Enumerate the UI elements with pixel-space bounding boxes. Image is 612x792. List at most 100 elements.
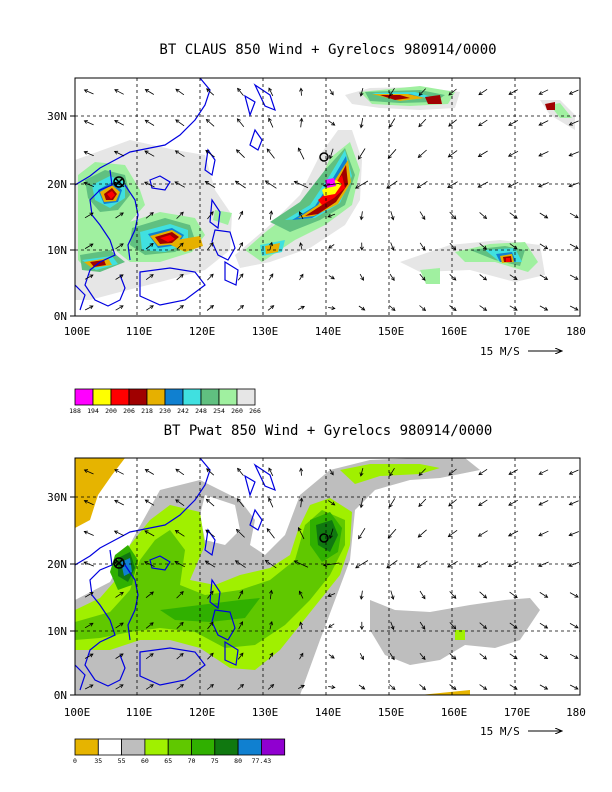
wind-vector-head (507, 183, 513, 188)
wind-vector-arrow (389, 498, 396, 508)
wind-vector-head (330, 654, 335, 659)
wind-vector-arrow (115, 591, 124, 598)
wind-vector-head (119, 274, 124, 279)
wind-vector-head (482, 686, 488, 690)
wind-vector-head (482, 655, 488, 660)
wind-vector-arrow (448, 150, 458, 158)
wind-vector-head (89, 243, 94, 248)
wind-vector-head (266, 148, 271, 153)
wind-vector-head (568, 152, 573, 157)
wind-vector-head (174, 150, 180, 155)
wind-vector-arrow (84, 243, 94, 249)
wind-vector-head (299, 652, 304, 657)
wind-vector-arrow (390, 621, 394, 630)
x-tick-label: 180 (566, 706, 586, 719)
wind-vector-arrow (509, 305, 518, 311)
x-tick-label: 100E (64, 325, 91, 338)
y-tick-label: 30N (47, 491, 67, 504)
wind-vector-head (390, 595, 395, 600)
wind-vector-head (237, 467, 242, 472)
wind-vector-head (89, 592, 94, 596)
wind-vector-head (83, 181, 88, 186)
wind-vector-head (358, 155, 362, 160)
wind-vector-arrow (144, 181, 155, 188)
wind-vector-arrow (176, 305, 184, 311)
wind-vector-arrow (539, 305, 548, 311)
wind-vector-arrow (329, 88, 334, 96)
wind-vector-arrow (114, 89, 124, 95)
wind-vector-arrow (569, 684, 579, 690)
wind-vector-head (452, 594, 457, 599)
x-tick-label: 110E (126, 325, 153, 338)
gyre-location-marker (113, 557, 125, 569)
wind-vector-head (574, 245, 579, 249)
wind-vector-arrow (237, 652, 244, 660)
wind-vector-head (331, 501, 336, 506)
wind-vector-arrow (508, 530, 519, 537)
wind-vector-arrow (237, 684, 244, 690)
wind-vector-arrow (355, 560, 369, 569)
wind-vector-head (482, 245, 488, 250)
wind-vector-head (83, 89, 89, 94)
wind-vector-arrow (144, 561, 155, 567)
wind-vector-arrow (84, 684, 94, 690)
wind-vector-arrow (298, 685, 305, 689)
wind-vector-head (574, 214, 579, 219)
colorbar-swatch (144, 738, 169, 756)
wind-vector-head (270, 305, 275, 310)
wind-vector-head (543, 655, 549, 660)
wind-vector-arrow (448, 529, 458, 537)
tick-marks (70, 496, 75, 696)
colorbar-label: 55 (118, 757, 126, 765)
wind-vector-arrow (269, 621, 273, 630)
wind-vector-arrow (358, 527, 366, 539)
wind-vector-head (568, 532, 573, 537)
wind-vector-head (359, 124, 364, 129)
wind-vector-head (234, 560, 240, 564)
wind-vector-head (83, 530, 88, 535)
wind-vector-head (568, 501, 573, 506)
coastlines (75, 78, 276, 311)
colorbar-swatch (121, 738, 146, 756)
wind-vector-arrow (508, 120, 518, 126)
wind-vector-arrow (323, 183, 340, 187)
wind-vector-head (452, 655, 457, 660)
wind-vector-arrow (419, 273, 426, 281)
wind-vector-arrow (300, 242, 303, 250)
wind-vector-head (447, 563, 452, 568)
wind-vector-arrow (176, 684, 184, 690)
wind-vector-arrow (539, 684, 548, 690)
colorbar-label: 80 (234, 757, 242, 765)
colorbar-label: 242 (177, 407, 189, 415)
wind-vector-arrow (569, 653, 579, 659)
wind-vector-arrow (176, 242, 184, 250)
wind-vector-head (175, 499, 180, 504)
wind-vector-arrow (509, 684, 518, 690)
wind-vector-head (89, 305, 94, 310)
x-tick-label: 160E (441, 325, 468, 338)
wind-vector-head (89, 653, 94, 658)
colorbar-label: 200 (105, 407, 117, 415)
wind-vector-arrow (358, 148, 366, 160)
wind-vector-arrow (175, 150, 185, 157)
wind-vector-arrow (176, 591, 184, 599)
wind-vector-head (83, 561, 88, 566)
wind-vector-arrow (389, 467, 395, 477)
wind-vector-arrow (176, 622, 184, 629)
wind-vector-arrow (145, 119, 155, 126)
wind-vector-arrow (417, 180, 428, 189)
wind-vector-head (448, 91, 453, 96)
wind-vector-head (360, 655, 364, 661)
wind-vector-arrow (84, 120, 94, 126)
wind-vector-head (83, 500, 88, 504)
wind-vector-arrow (145, 653, 154, 660)
colorbar-label: 206 (123, 407, 135, 415)
wind-vector-head (390, 276, 395, 281)
wind-vector-head (568, 121, 573, 126)
wind-vector-arrow (236, 149, 245, 158)
wind-vector-head (299, 621, 303, 626)
x-tick-label: 170E (504, 325, 531, 338)
wind-vector-head (268, 87, 273, 92)
wind-vector-arrow (569, 469, 579, 475)
